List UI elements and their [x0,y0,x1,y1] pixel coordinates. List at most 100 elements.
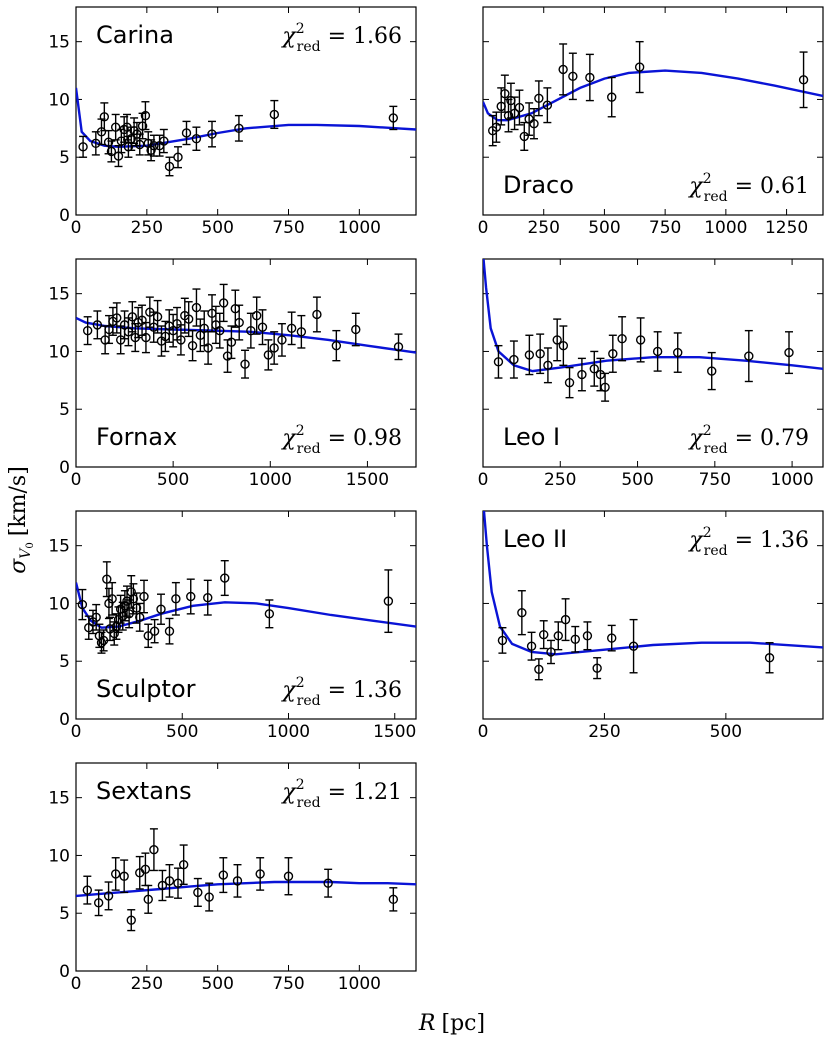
chi-sup: 2 [296,675,305,691]
data-point [312,296,322,333]
marker [226,337,237,347]
data-point [226,325,237,360]
data-point [173,146,183,169]
data-point [323,868,333,898]
data-point [92,310,103,340]
data-point [115,325,126,355]
chi-sup: 2 [296,21,305,37]
x-tick-label: 500 [201,974,233,994]
data-point [78,135,88,158]
marker [589,364,599,374]
chi-symbol: χ [280,24,297,49]
marker [140,110,151,121]
marker [96,127,107,137]
chi-value: 1.36 [353,678,402,703]
x-tick-label: 250 [527,218,559,238]
marker [257,322,268,332]
data-point [331,329,342,362]
data-point [535,333,545,375]
marker [92,320,103,330]
chi-squared-label: χ2 red = 1.36 [280,675,402,709]
marker [798,75,809,85]
x-tick-label: 750 [649,218,681,238]
marker [127,312,138,322]
data-point [393,333,404,361]
marker [529,119,539,129]
x-tick-label: 500 [621,470,653,490]
marker [172,319,182,329]
marker [116,136,127,146]
data-point [137,112,148,140]
marker [176,335,186,345]
chi-value: 1.21 [353,780,402,805]
data-point [218,283,229,323]
marker [146,145,156,155]
chi-squared-label: χ2 red = 1.66 [280,21,402,55]
x-tick-label: 500 [201,218,233,238]
marker [152,312,163,322]
data-point [269,99,280,130]
data-point [564,366,575,399]
marker [539,629,549,640]
data-point [93,889,104,917]
galaxy-name: Sextans [96,777,192,805]
data-point [107,581,117,616]
data-point [500,74,510,113]
data-point [552,318,562,362]
marker [181,128,192,138]
data-point [199,310,209,347]
chi-sub: red [297,39,321,55]
marker [115,335,126,345]
marker [156,604,166,614]
marker [628,641,639,651]
data-point [534,80,544,117]
marker [140,864,151,875]
marker [323,878,333,888]
marker [784,347,794,358]
marker [187,340,198,351]
chi-symbol: χ [280,780,297,805]
data-point [135,602,145,632]
marker [112,313,122,323]
x-tick-label: 0 [478,722,489,742]
marker [193,887,203,898]
chi-sub: red [297,795,321,811]
marker [524,114,534,124]
chi-symbol: χ [280,678,297,703]
marker [277,335,287,345]
data-point [351,312,361,347]
marker [91,612,101,623]
x-tick-label: 1000 [249,470,292,490]
data-point [264,599,275,629]
data-point [103,881,114,911]
marker [607,92,617,102]
marker [246,325,256,336]
panel-sextans: 0 250 500 750 1000 0 5 10 15 Sextans χ2 red = 1.21 [48,762,417,994]
data-point [744,329,754,383]
chi-squared-label: χ2 red = 1.36 [687,525,809,559]
marker [234,123,244,134]
x-tick-label: 750 [272,218,304,238]
data-point [607,624,617,652]
chi-value: 0.79 [760,426,809,451]
x-axis-label-unit: [pc] [442,1011,486,1036]
marker [240,359,250,369]
fit-curve [483,69,823,122]
marker [509,354,519,365]
y-tick-label: 5 [59,400,70,420]
marker [383,596,394,606]
data-point [570,625,580,653]
plot-frame [482,6,824,216]
marker [218,870,229,880]
marker [103,137,114,147]
data-point [159,128,169,154]
marker [203,592,213,603]
marker [570,634,580,644]
chi-squared-label: χ2 red = 0.61 [687,171,809,205]
marker [110,122,121,132]
marker [560,614,571,625]
marker [106,146,117,157]
x-tick-label: 1250 [765,218,808,238]
data-point [207,120,217,148]
